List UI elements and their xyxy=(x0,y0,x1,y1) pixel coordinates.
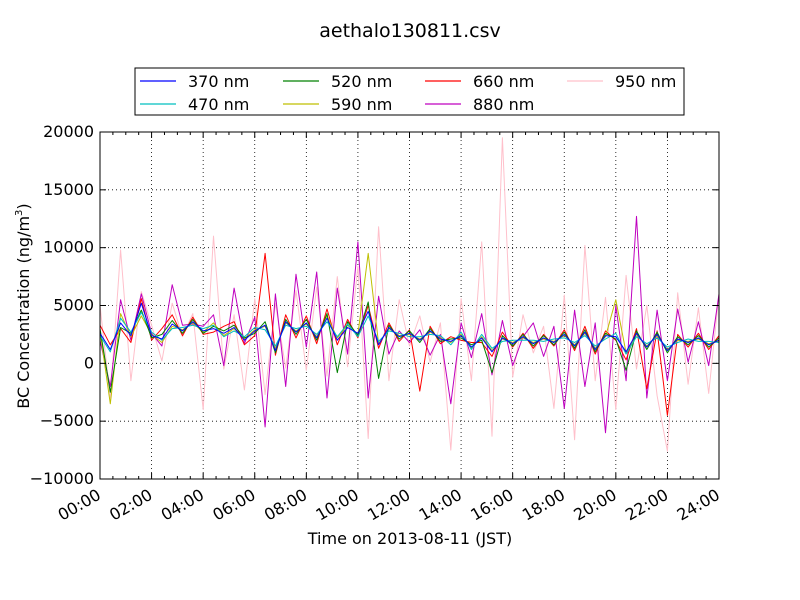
legend-frame xyxy=(134,67,685,116)
y-tick-label: 10000 xyxy=(43,238,94,257)
x-axis-label: Time on 2013-08-11 (JST) xyxy=(307,529,512,548)
series-viewport xyxy=(100,137,719,452)
legend-label: 520 nm xyxy=(331,72,392,91)
y-tick-label: 5000 xyxy=(53,296,94,315)
series-line-950-nm xyxy=(100,137,719,452)
chart-title: aethalo130811.csv xyxy=(319,20,501,42)
y-axis-label-superscript: 3 xyxy=(14,210,25,216)
y-tick-labels: 20000 15000 10000 5000 0 −5000 −10000 xyxy=(30,122,94,488)
series-line-590-nm xyxy=(100,252,719,405)
y-axis-label: BC Concentration (ng/m3) xyxy=(14,203,33,408)
legend-label: 950 nm xyxy=(615,72,676,91)
series-line-880-nm xyxy=(100,215,719,434)
y-tick-label: 0 xyxy=(84,353,94,372)
series-line-370-nm xyxy=(100,302,719,353)
legend-label: 660 nm xyxy=(473,72,534,91)
legend-label: 880 nm xyxy=(473,95,534,114)
legend-label: 370 nm xyxy=(188,72,249,91)
y-tick-label: 20000 xyxy=(43,122,94,141)
y-tick-label: −10000 xyxy=(30,469,94,488)
legend-label: 470 nm xyxy=(188,95,249,114)
series-layer xyxy=(100,137,719,452)
tick-marks xyxy=(99,131,720,480)
y-axis-label-main: BC Concentration (ng/m xyxy=(14,216,33,409)
legend-label: 590 nm xyxy=(331,95,392,114)
series-line-470-nm xyxy=(100,311,719,355)
y-tick-label: 15000 xyxy=(43,180,94,199)
legend: 370 nm 470 nm 520 nm 590 nm 660 nm 880 nm 950 … xyxy=(134,67,685,116)
y-tick-label: −5000 xyxy=(40,411,94,430)
y-axis-label-end: ) xyxy=(14,203,33,209)
series-line-520-nm xyxy=(100,301,719,393)
